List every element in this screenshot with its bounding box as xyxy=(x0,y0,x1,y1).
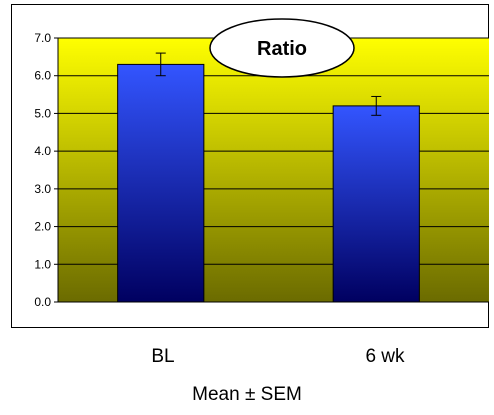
title-callout: Ratio xyxy=(209,18,355,78)
y-tick-label: 6.0 xyxy=(34,69,51,83)
y-tick-label: 5.0 xyxy=(34,106,51,120)
bar-0 xyxy=(117,63,205,303)
error-bar-0 xyxy=(155,52,166,77)
bars xyxy=(117,52,420,303)
chart-title: Ratio xyxy=(257,38,307,60)
bar-chart: 0.0 1.0 2.0 3.0 4.0 5.0 6.0 7.0 Ratio xyxy=(34,18,489,309)
y-axis-ticks: 0.0 1.0 2.0 3.0 4.0 5.0 6.0 7.0 xyxy=(34,31,58,309)
y-tick-label: 7.0 xyxy=(34,31,51,45)
y-tick-label: 3.0 xyxy=(34,182,51,196)
x-tick-label-bl: BL xyxy=(151,346,175,367)
chart-caption: Mean ± SEM xyxy=(192,384,302,405)
y-tick-label: 2.0 xyxy=(34,220,51,234)
bar-1 xyxy=(332,105,420,303)
x-tick-label-6wk: 6 wk xyxy=(365,346,405,367)
y-tick-label: 0.0 xyxy=(34,295,51,309)
error-bar-1 xyxy=(371,95,382,116)
y-tick-label: 4.0 xyxy=(34,144,51,158)
y-tick-label: 1.0 xyxy=(34,257,51,271)
title-ellipse xyxy=(209,18,355,78)
